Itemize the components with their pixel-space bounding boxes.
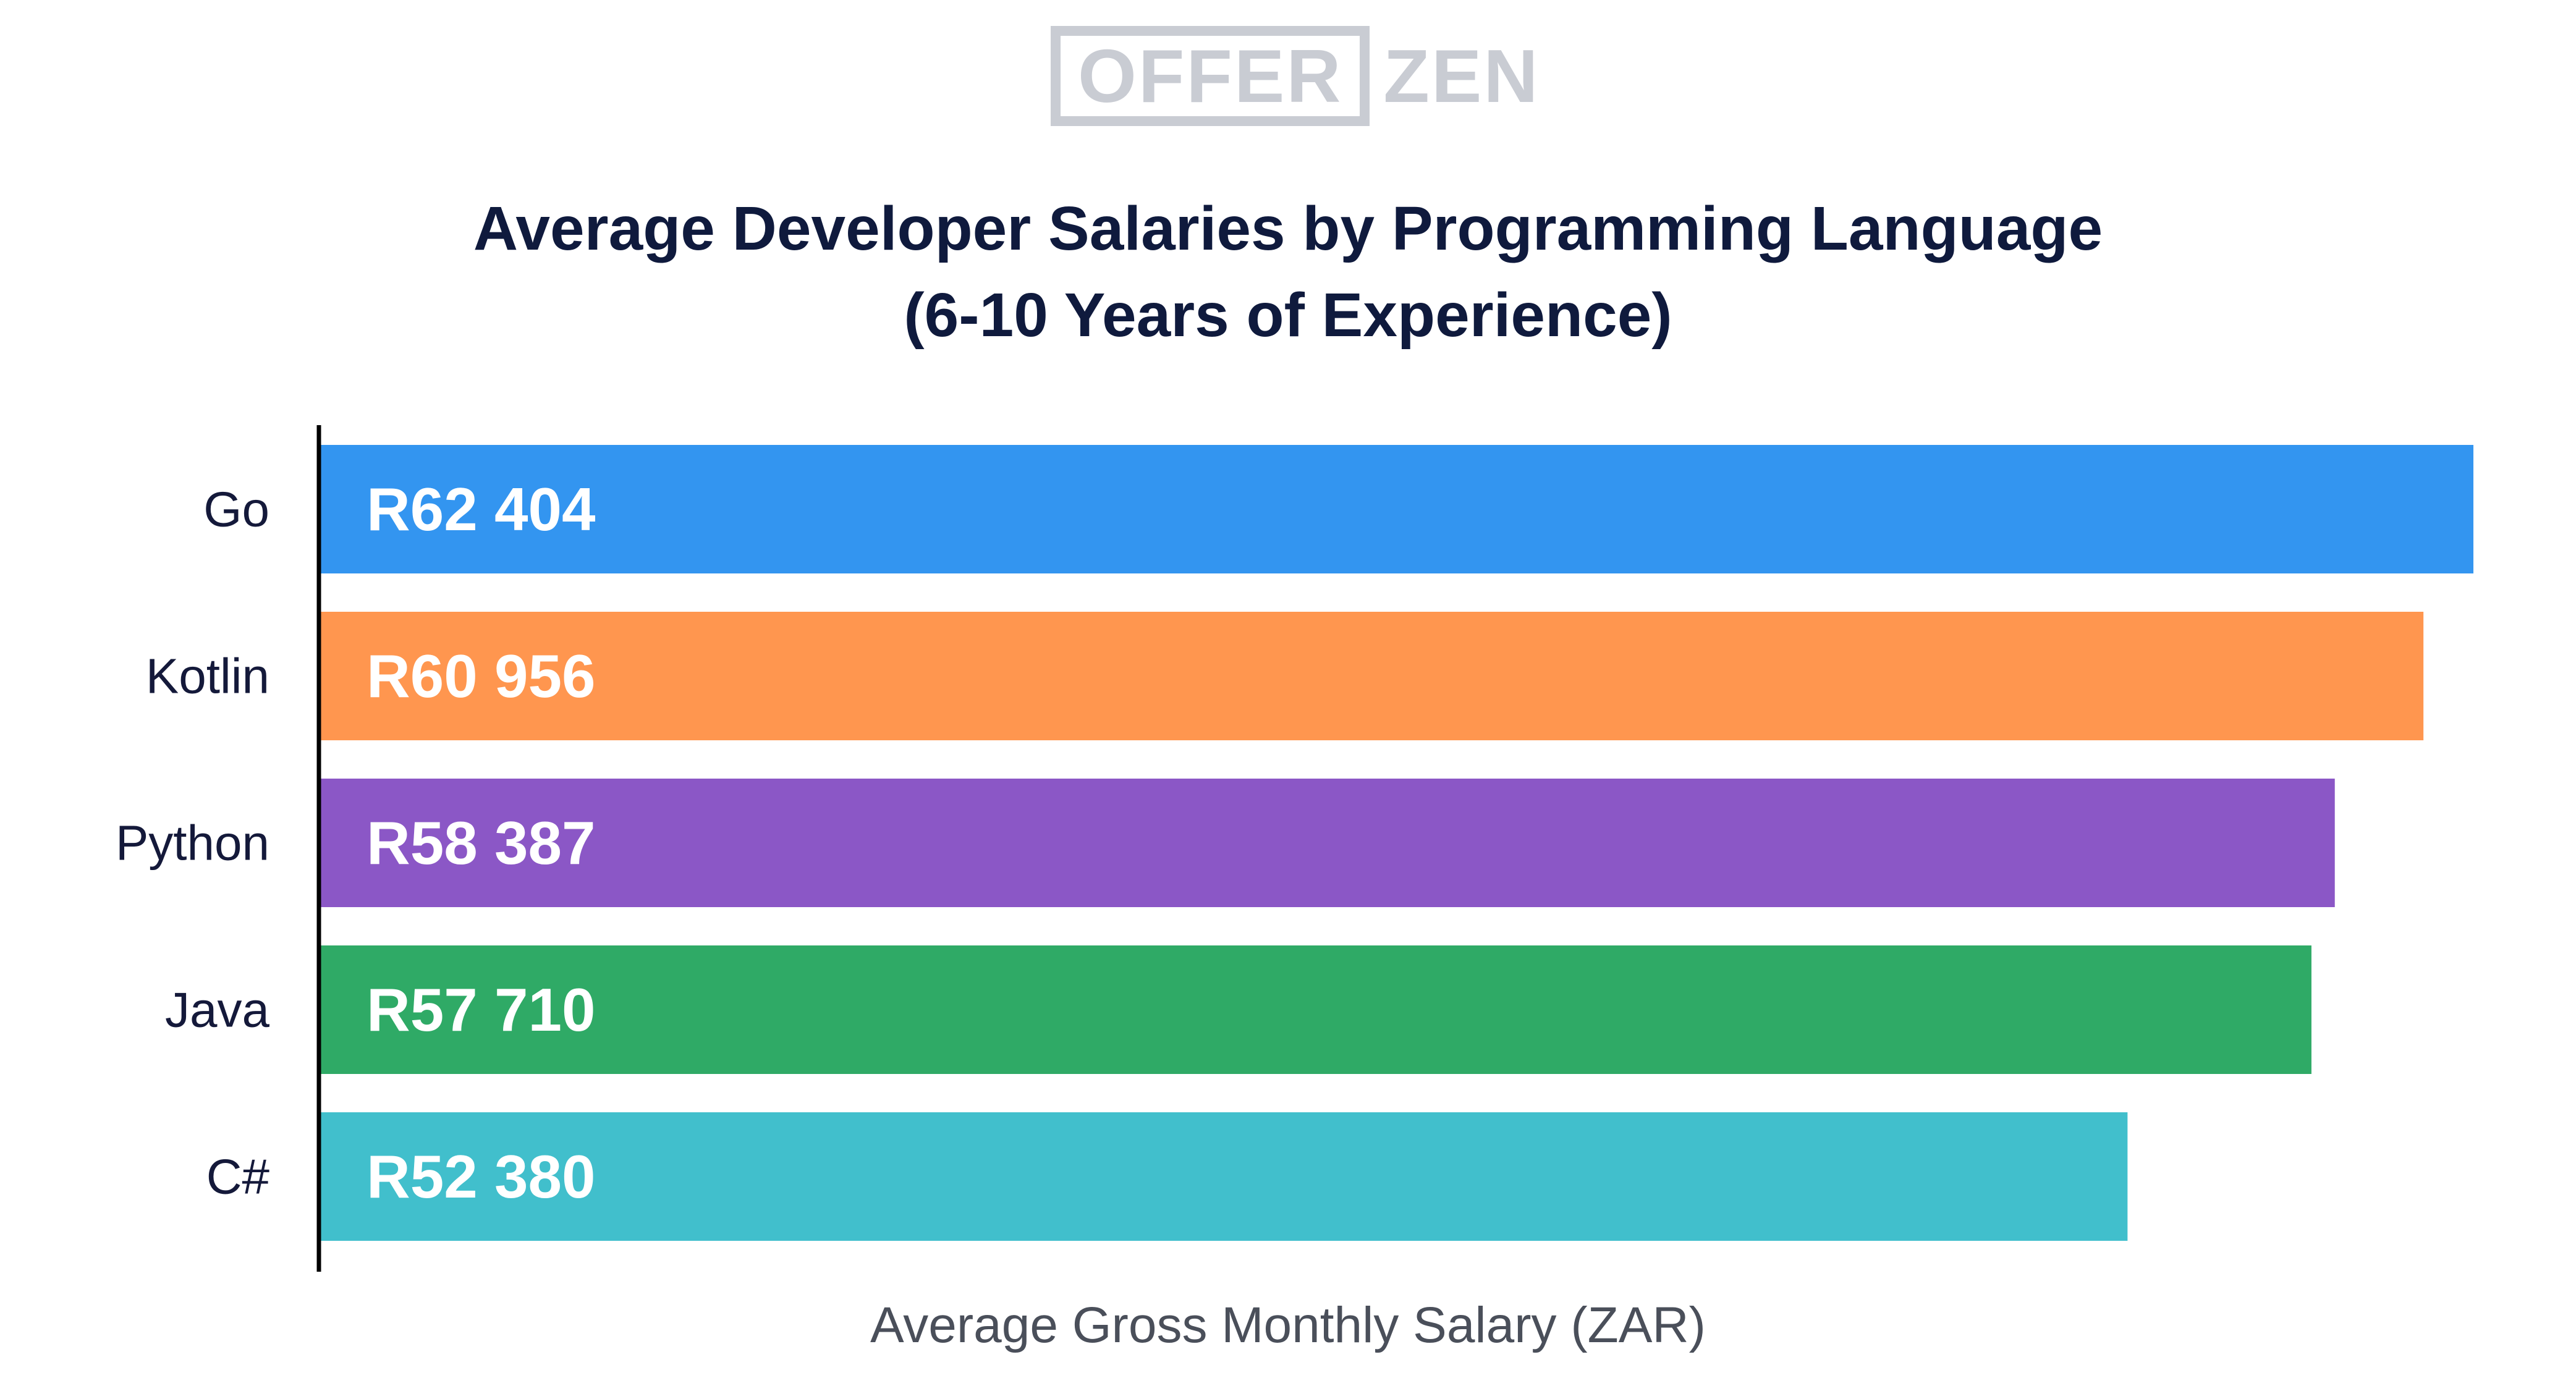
bar-value-label: R58 387: [366, 809, 596, 877]
offerzen-logo: OFFER ZEN: [1051, 26, 1540, 126]
bar-python: [320, 779, 2335, 907]
y-tick-label: C#: [206, 1149, 270, 1204]
bar-value-label: R60 956: [366, 642, 596, 710]
chart-title-line-2: (6-10 Years of Experience): [904, 281, 1672, 350]
bar-c-sharp: [320, 1112, 2128, 1241]
bar-value-label: R62 404: [366, 475, 596, 543]
logo-boxed-text: OFFER: [1051, 26, 1370, 126]
bar-kotlin: [320, 612, 2424, 740]
bar-go: [320, 445, 2473, 573]
y-tick-label: Kotlin: [146, 649, 269, 704]
y-tick-label: Java: [165, 983, 269, 1038]
logo-tail-text: ZEN: [1383, 34, 1540, 118]
y-tick-label: Go: [203, 482, 269, 537]
chart-title: Average Developer Salaries by Programmin…: [0, 185, 2576, 358]
y-tick-label: Python: [116, 816, 269, 871]
bar-value-label: R52 380: [366, 1143, 596, 1211]
chart-title-line-1: Average Developer Salaries by Programmin…: [473, 194, 2103, 263]
bar-value-label: R57 710: [366, 976, 596, 1044]
x-axis-label: Average Gross Monthly Salary (ZAR): [870, 1297, 1706, 1353]
bar-java: [320, 945, 2311, 1074]
